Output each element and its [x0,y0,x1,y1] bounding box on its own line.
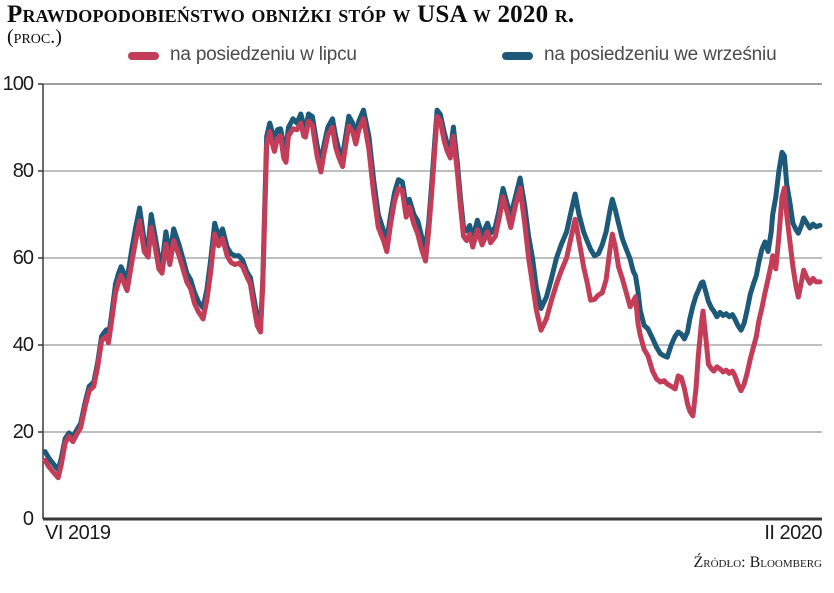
chart-title: Prawdopodobieństwo obniżki stóp w USA w … [7,1,575,28]
chart-source: Źródło: Bloomberg [693,554,822,571]
x-axis-end-label: II 2020 [764,522,822,544]
y-axis-tick-label: 40 [12,334,34,356]
series-line-1 [42,114,823,481]
y-axis-tick-label: 80 [12,160,34,182]
y-axis-tick-label: 100 [2,73,34,95]
y-axis-tick-label: 20 [12,421,34,443]
legend-swatch-july [128,52,159,60]
y-axis-tick-label: 0 [22,508,34,530]
legend-item-september: na posiedzeniu we wrześniu [502,44,777,66]
y-axis: 0 20 40 60 80 100 [0,0,37,593]
legend-swatch-september [502,52,533,60]
legend-label-july: na posiedzeniu w lipcu [170,44,357,65]
legend-item-july: na posiedzeniu w lipcu [128,44,357,66]
x-axis-start-label: VI 2019 [45,522,111,544]
chart-subtitle: (proc.) [7,26,62,48]
y-axis-tick-label: 60 [12,247,34,269]
legend-label-september: na posiedzeniu we wrześniu [544,44,777,65]
